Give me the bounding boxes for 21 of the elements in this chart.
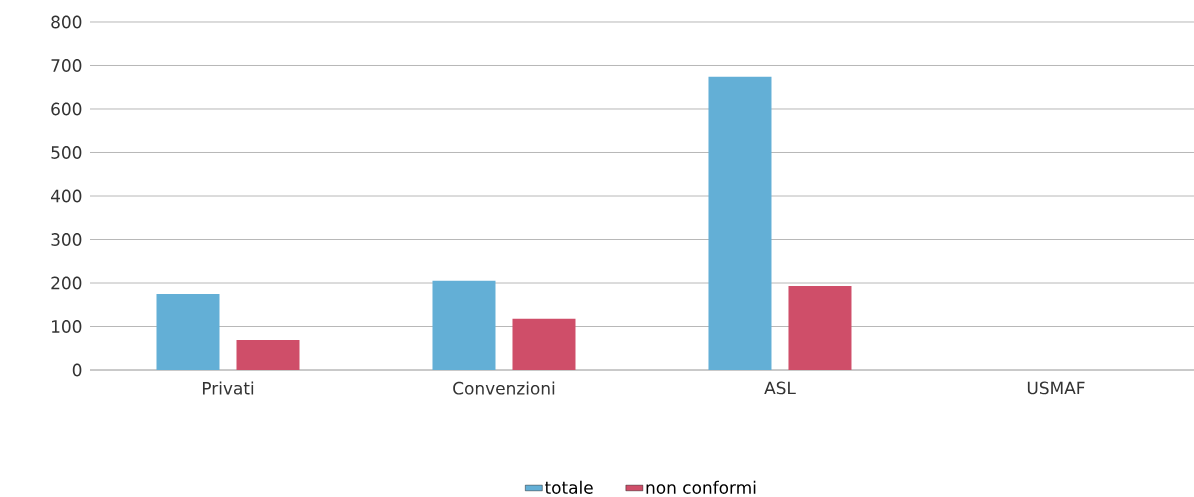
x-tick-label: ASL [764,381,796,395]
y-tick-label: 600 [51,102,82,116]
x-tick-label: Convenzioni [453,381,555,395]
y-tick-label: 400 [50,189,82,203]
bar [432,280,496,370]
bar [788,286,852,370]
y-tick-label: 500 [51,146,82,159]
bar [156,293,220,370]
legend-label: totale [544,480,593,494]
bar [708,76,772,370]
y-tick-label: 800 [51,15,82,29]
y-tick-label: 100 [52,320,82,333]
y-tick-label: 200 [51,276,82,290]
y-tick-label: 0 [72,363,82,377]
legend-label: non conformi [646,480,756,494]
bar [236,339,300,370]
x-tick-label: USMAF [1027,381,1085,395]
y-tick-label: 300 [51,233,82,246]
y-tick-label: 700 [51,59,82,72]
bar [512,318,576,370]
x-tick-label: Privati [202,381,254,395]
